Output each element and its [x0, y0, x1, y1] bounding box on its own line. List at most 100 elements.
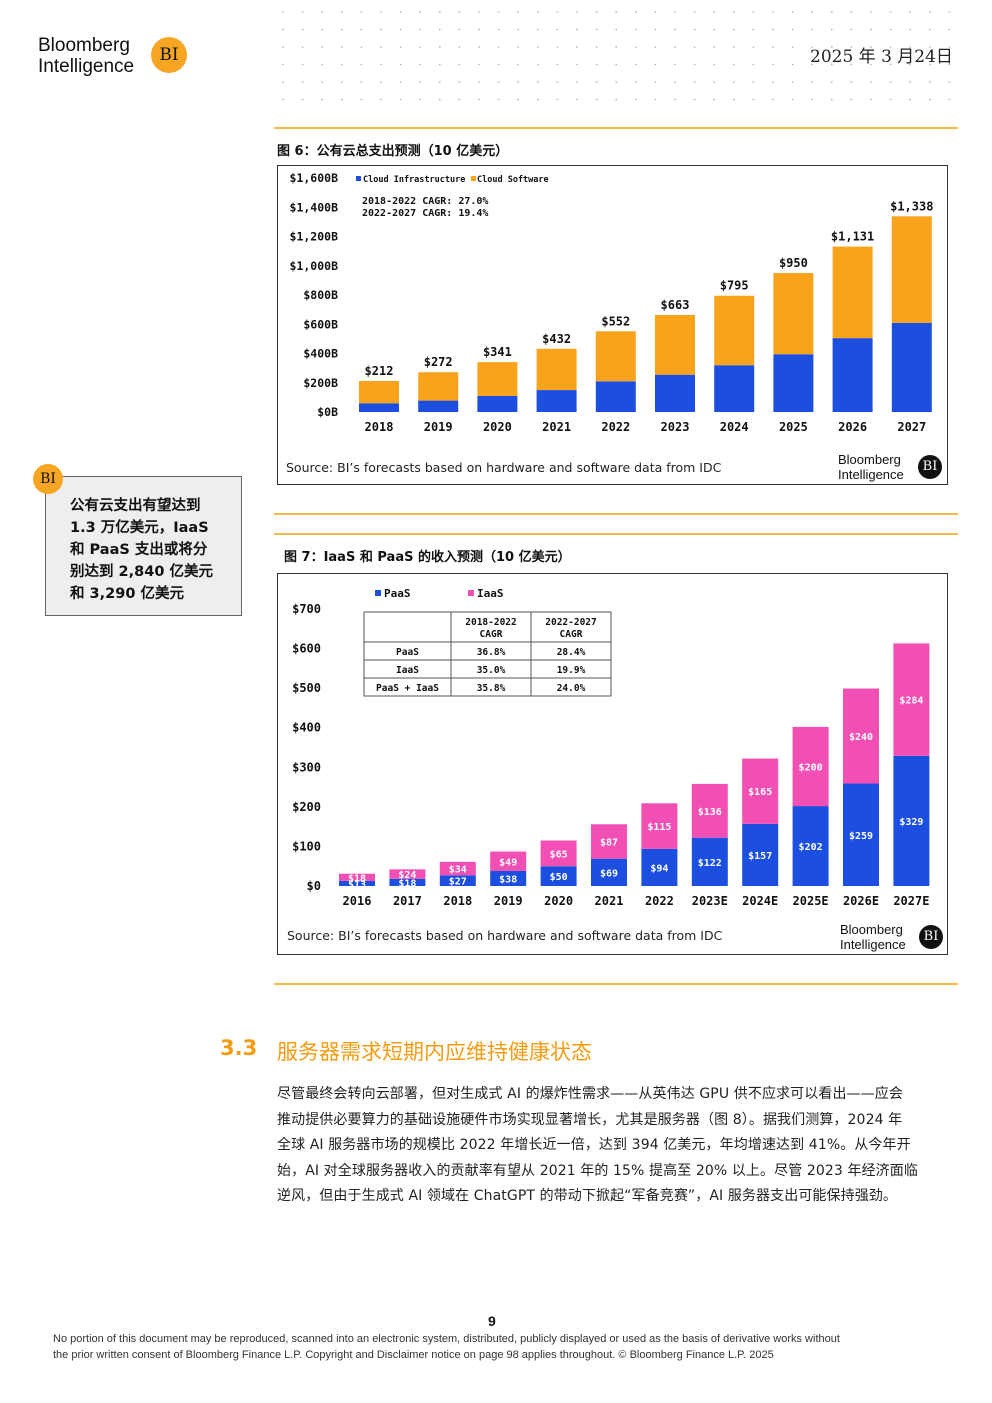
decorative-dot [576, 81, 578, 83]
x-tick-label: 2021 [542, 420, 571, 434]
y-tick-label: $1,000B [290, 259, 339, 273]
bar-paas [893, 755, 930, 886]
bar-paas [540, 866, 577, 886]
paas-value-label: $38 [499, 874, 517, 885]
bar-paas [792, 806, 829, 886]
decorative-dot [909, 63, 912, 66]
bar-cloud-software [891, 216, 932, 323]
decorative-dot [830, 28, 833, 31]
decorative-dot [654, 46, 657, 48]
x-tick-label: 2020 [483, 420, 512, 434]
decorative-dot [360, 81, 363, 83]
decorative-dot [301, 63, 304, 66]
bar-paas [339, 880, 375, 886]
bar-iaas [792, 726, 829, 807]
decorative-dot [811, 98, 814, 101]
iaas-value-label: $24 [398, 870, 416, 881]
decorative-dot [811, 81, 814, 83]
bar-cloud-software [595, 331, 636, 382]
decorative-dot [870, 98, 872, 101]
y-tick-label: $500 [292, 681, 321, 695]
legend-label: PaaS [384, 587, 411, 600]
decorative-dot [556, 98, 559, 101]
decorative-dot [772, 11, 774, 13]
bar-cloud-infrastructure [832, 338, 873, 412]
decorative-dot [948, 63, 951, 66]
y-tick-label: $1,200B [290, 230, 339, 244]
bar-cloud-infrastructure [418, 400, 459, 412]
decorative-dot [732, 63, 735, 66]
divider [274, 513, 958, 515]
decorative-dot [948, 28, 951, 31]
decorative-dot [948, 46, 951, 48]
iaas-value-label: $240 [849, 732, 873, 743]
decorative-dot [752, 11, 755, 13]
decorative-dot [438, 28, 441, 31]
bar-cloud-infrastructure [359, 403, 399, 412]
x-tick-label: 2022 [645, 894, 674, 908]
decorative-dot [497, 98, 500, 101]
decorative-dot [282, 63, 284, 66]
decorative-dot [399, 81, 402, 83]
decorative-dot [909, 98, 912, 101]
y-tick-label: $1,400B [290, 200, 339, 214]
table-frame [363, 611, 612, 697]
bar-paas [439, 875, 476, 886]
decorative-dot [536, 81, 539, 83]
decorative-dot [282, 28, 284, 31]
bar-iaas [439, 861, 476, 876]
page-number: 9 [488, 1313, 496, 1329]
bi-logo-badge: BI [151, 37, 187, 73]
paragraph-line: 尽管最终会转向云部署，但对生成式 AI 的爆炸性需求——从英伟达 GPU 供不应… [277, 1086, 903, 1102]
decorative-dot [458, 98, 461, 101]
decorative-dot [536, 46, 539, 48]
decorative-dot [732, 46, 735, 48]
legend-label: Cloud Infrastructure [363, 175, 465, 185]
legend-swatch-iaas [468, 590, 474, 596]
bi-badge: BI [918, 455, 942, 479]
callout-line: 和 PaaS 支出或将分 [70, 542, 208, 558]
decorative-dot [928, 28, 931, 31]
bar-iaas [742, 758, 779, 824]
x-tick-label: 2026 [838, 420, 867, 434]
bar-cloud-software [773, 273, 814, 355]
decorative-dot [674, 81, 676, 83]
decorative-dot [615, 81, 618, 83]
decorative-dot [889, 28, 892, 31]
decorative-dot [850, 63, 853, 66]
decorative-dot [380, 63, 382, 66]
figure-6-brand: Bloomberg Intelligence [838, 452, 904, 482]
bar-iaas [339, 873, 375, 881]
decorative-dot [909, 28, 912, 31]
decorative-dot [478, 28, 480, 31]
decorative-dot [595, 11, 598, 13]
decorative-dot [870, 28, 872, 31]
decorative-dot [674, 11, 676, 13]
bar-iaas [843, 688, 879, 784]
callout-text: 公有云支出有望达到 1.3 万亿美元，IaaS 和 PaaS 支出或将分 别达到… [70, 495, 213, 605]
legend-swatch-paas [375, 590, 381, 596]
x-tick-label: 2026E [843, 894, 879, 908]
y-tick-label: $400B [303, 347, 338, 361]
iaas-value-label: $200 [799, 762, 823, 773]
decorative-dot [438, 81, 441, 83]
paragraph-line: 全球 AI 服务器市场的规模比 2022 年增长近一倍，达到 394 亿美元，年… [277, 1137, 911, 1153]
decorative-dot [909, 46, 912, 48]
paas-value-label: $18 [398, 878, 416, 889]
decorative-dot [458, 11, 461, 13]
decorative-dot [576, 28, 578, 31]
paas-value-label: $202 [799, 842, 823, 853]
table-cell: 28.4% [557, 647, 586, 658]
brand-line-2: Intelligence [838, 467, 904, 482]
x-tick-label: 2020 [544, 894, 573, 908]
paas-value-label: $157 [748, 851, 772, 862]
decorative-dot [340, 63, 343, 66]
bar-cloud-infrastructure [714, 365, 755, 412]
decorative-dot [732, 81, 735, 83]
decorative-dot [928, 63, 931, 66]
decorative-dot [321, 28, 324, 31]
decorative-dot [360, 46, 363, 48]
decorative-dot [556, 81, 559, 83]
decorative-dot [536, 63, 539, 66]
